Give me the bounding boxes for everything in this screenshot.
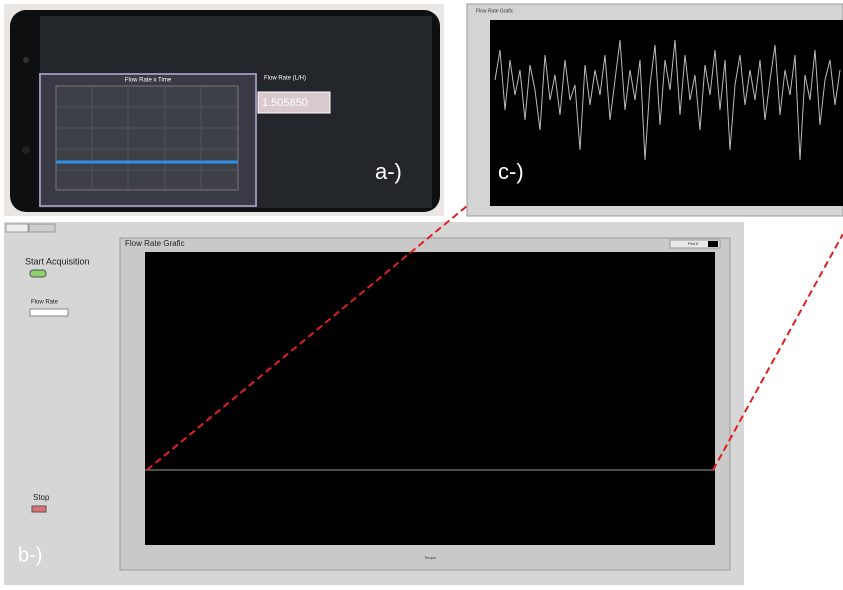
panel-label: a-)	[375, 159, 402, 184]
phone-panel: Flow Rate x Time Flow Rate (L/H) 1.50585…	[4, 4, 444, 216]
phone-plot-area	[55, 85, 239, 191]
zoom-connector	[146, 205, 468, 471]
camera	[23, 57, 29, 63]
flow-rate-label: Flow Rate	[31, 300, 59, 306]
panel-label: c-)	[498, 159, 524, 184]
tab	[28, 223, 56, 233]
legend-box	[669, 239, 721, 249]
x-axis-label: Tempo	[424, 555, 437, 560]
start-toggle[interactable]	[29, 269, 47, 278]
zoom-plot-area	[490, 20, 843, 206]
zoom-title: Flow Rate Grafic	[476, 8, 514, 14]
readout-value: 1.505850	[262, 97, 308, 109]
readout-label: Flow Rate (L/H)	[264, 76, 306, 82]
stop-button[interactable]	[31, 505, 47, 513]
chart-title: Flow Rate Grafic	[125, 239, 185, 248]
legend-swatch	[708, 241, 718, 247]
zoom-panel: Flow Rate Grafic c-)	[466, 3, 843, 217]
labview-panel: Start Acquisition Flow Rate Stop b-) Flo…	[4, 222, 744, 585]
panel-label: b-)	[18, 544, 42, 566]
flow-rate-indicator	[29, 308, 69, 317]
phone-grid	[56, 86, 238, 190]
start-button-label: Start Acquisition	[25, 256, 90, 266]
readout-box	[257, 91, 331, 114]
tab	[5, 223, 29, 233]
zoom-signal	[494, 39, 841, 161]
phone-chart-title: Flow Rate x Time	[125, 78, 172, 84]
zoom-connector	[712, 233, 843, 471]
sensor	[22, 146, 30, 154]
stop-button-label: Stop	[33, 493, 50, 502]
plot-area	[145, 252, 715, 545]
legend-label: Plot 0	[688, 241, 699, 246]
